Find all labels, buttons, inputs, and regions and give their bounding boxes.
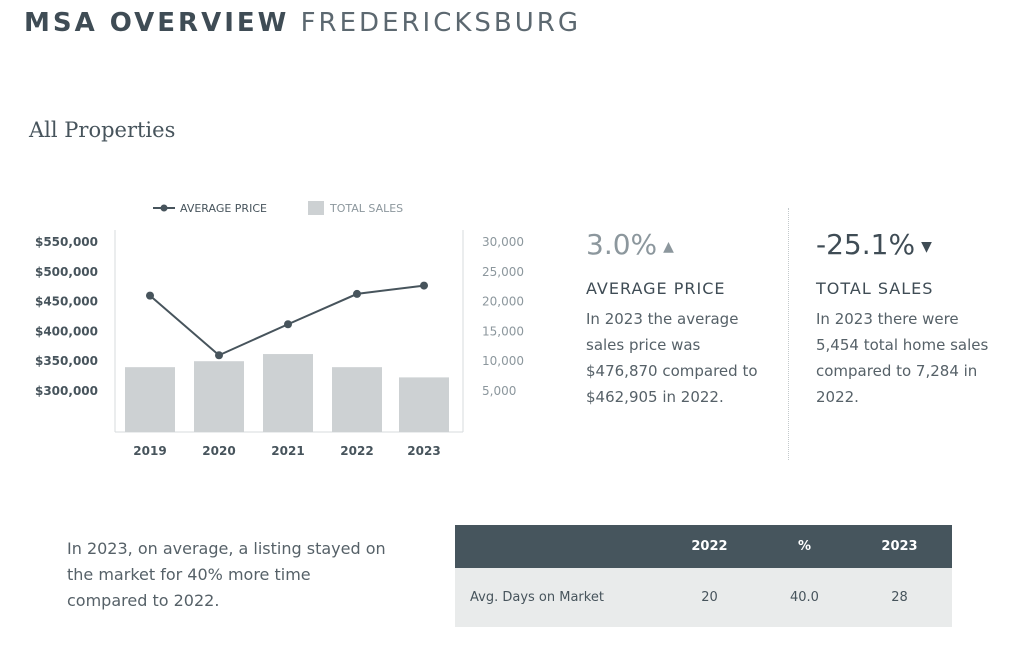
days-on-market-summary: In 2023, on average, a listing stayed on… <box>67 539 386 610</box>
right-axis: 30,000 25,000 20,000 15,000 10,000 5,000 <box>482 235 524 398</box>
legend-average-price: AVERAGE PRICE <box>180 202 267 215</box>
table-header-2023: 2023 <box>847 525 952 568</box>
up-arrow-icon: ▲ <box>663 239 674 255</box>
x-axis-tick-label: 2020 <box>202 444 235 458</box>
total-sales-bars <box>125 354 449 432</box>
x-axis-tick-label: 2019 <box>133 444 166 458</box>
days-on-market-table: 2022 % 2023 Avg. Days on Market 20 40.0 … <box>455 525 952 627</box>
section-title: All Properties <box>29 118 176 142</box>
left-axis-tick-label: $550,000 <box>35 235 98 249</box>
header-title-bold: MSA OVERVIEW <box>24 8 290 38</box>
total-sales-bar <box>263 354 313 432</box>
x-axis-tick-label: 2023 <box>407 444 440 458</box>
stat-average-price-value-row: 3.0% ▲ <box>586 228 776 261</box>
page-header: MSA OVERVIEW FREDERICKSBURG <box>24 8 581 38</box>
table-row-label: Avg. Days on Market <box>455 568 657 627</box>
x-axis-tick-label: 2021 <box>271 444 304 458</box>
table-header-percent: % <box>761 525 848 568</box>
table-cell-percent: 40.0 <box>761 568 848 627</box>
stats-divider <box>788 208 789 460</box>
left-axis-tick-label: $450,000 <box>35 295 98 309</box>
total-sales-bar <box>125 367 175 432</box>
left-axis-tick-label: $350,000 <box>35 354 98 368</box>
average-price-point <box>353 289 361 298</box>
legend-bar-swatch <box>308 201 324 215</box>
table-header-2022: 2022 <box>657 525 762 568</box>
stat-total-sales-value-row: -25.1% ▼ <box>816 228 1006 261</box>
down-arrow-icon: ▼ <box>921 239 932 255</box>
right-axis-tick-label: 5,000 <box>482 384 516 398</box>
average-price-point <box>146 291 154 300</box>
stat-total-sales-value: -25.1% <box>816 228 916 261</box>
left-axis: $550,000 $500,000 $450,000 $400,000 $350,000… <box>35 235 98 398</box>
legend-total-sales: TOTAL SALES <box>329 202 403 215</box>
stat-total-sales: -25.1% ▼ TOTAL SALES In 2023 there were 5… <box>816 228 1006 410</box>
table-header-row: 2022 % 2023 <box>455 525 952 568</box>
left-axis-tick-label: $300,000 <box>35 384 98 398</box>
table-header-blank <box>455 525 657 568</box>
average-price-point <box>215 351 223 360</box>
table-cell-2022: 20 <box>657 568 762 627</box>
header-title-location: FREDERICKSBURG <box>300 8 582 38</box>
left-axis-tick-label: $500,000 <box>35 265 98 279</box>
stat-total-sales-label: TOTAL SALES <box>816 279 934 298</box>
right-axis-tick-label: 20,000 <box>482 295 524 309</box>
left-axis-tick-label: $400,000 <box>35 324 98 338</box>
legend-dot-swatch <box>160 204 168 212</box>
total-sales-bar <box>399 377 449 432</box>
stat-average-price-label: AVERAGE PRICE <box>586 279 726 298</box>
x-axis-tick-label: 2022 <box>340 444 373 458</box>
right-axis-tick-label: 15,000 <box>482 324 524 338</box>
stat-average-price-description: In 2023 the average sales price was $476… <box>586 310 758 406</box>
right-axis-tick-label: 25,000 <box>482 265 524 279</box>
price-sales-chart: AVERAGE PRICE TOTAL SALES $550,000 $500,0… <box>35 201 524 458</box>
stat-average-price-value: 3.0% <box>586 228 658 261</box>
average-price-line <box>146 281 428 360</box>
table-cell-2023: 28 <box>847 568 952 627</box>
table-row: Avg. Days on Market 20 40.0 28 <box>455 568 952 627</box>
stat-total-sales-description: In 2023 there were 5,454 total home sale… <box>816 310 989 406</box>
x-axis-labels: 2019 2020 2021 2022 2023 <box>133 444 440 458</box>
average-price-point <box>420 281 428 290</box>
total-sales-bar <box>332 367 382 432</box>
stat-average-price: 3.0% ▲ AVERAGE PRICE In 2023 the average … <box>586 228 776 410</box>
right-axis-tick-label: 30,000 <box>482 235 524 249</box>
chart-legend: AVERAGE PRICE TOTAL SALES <box>153 201 403 215</box>
right-axis-tick-label: 10,000 <box>482 354 524 368</box>
average-price-point <box>284 320 292 329</box>
total-sales-bar <box>194 361 244 432</box>
